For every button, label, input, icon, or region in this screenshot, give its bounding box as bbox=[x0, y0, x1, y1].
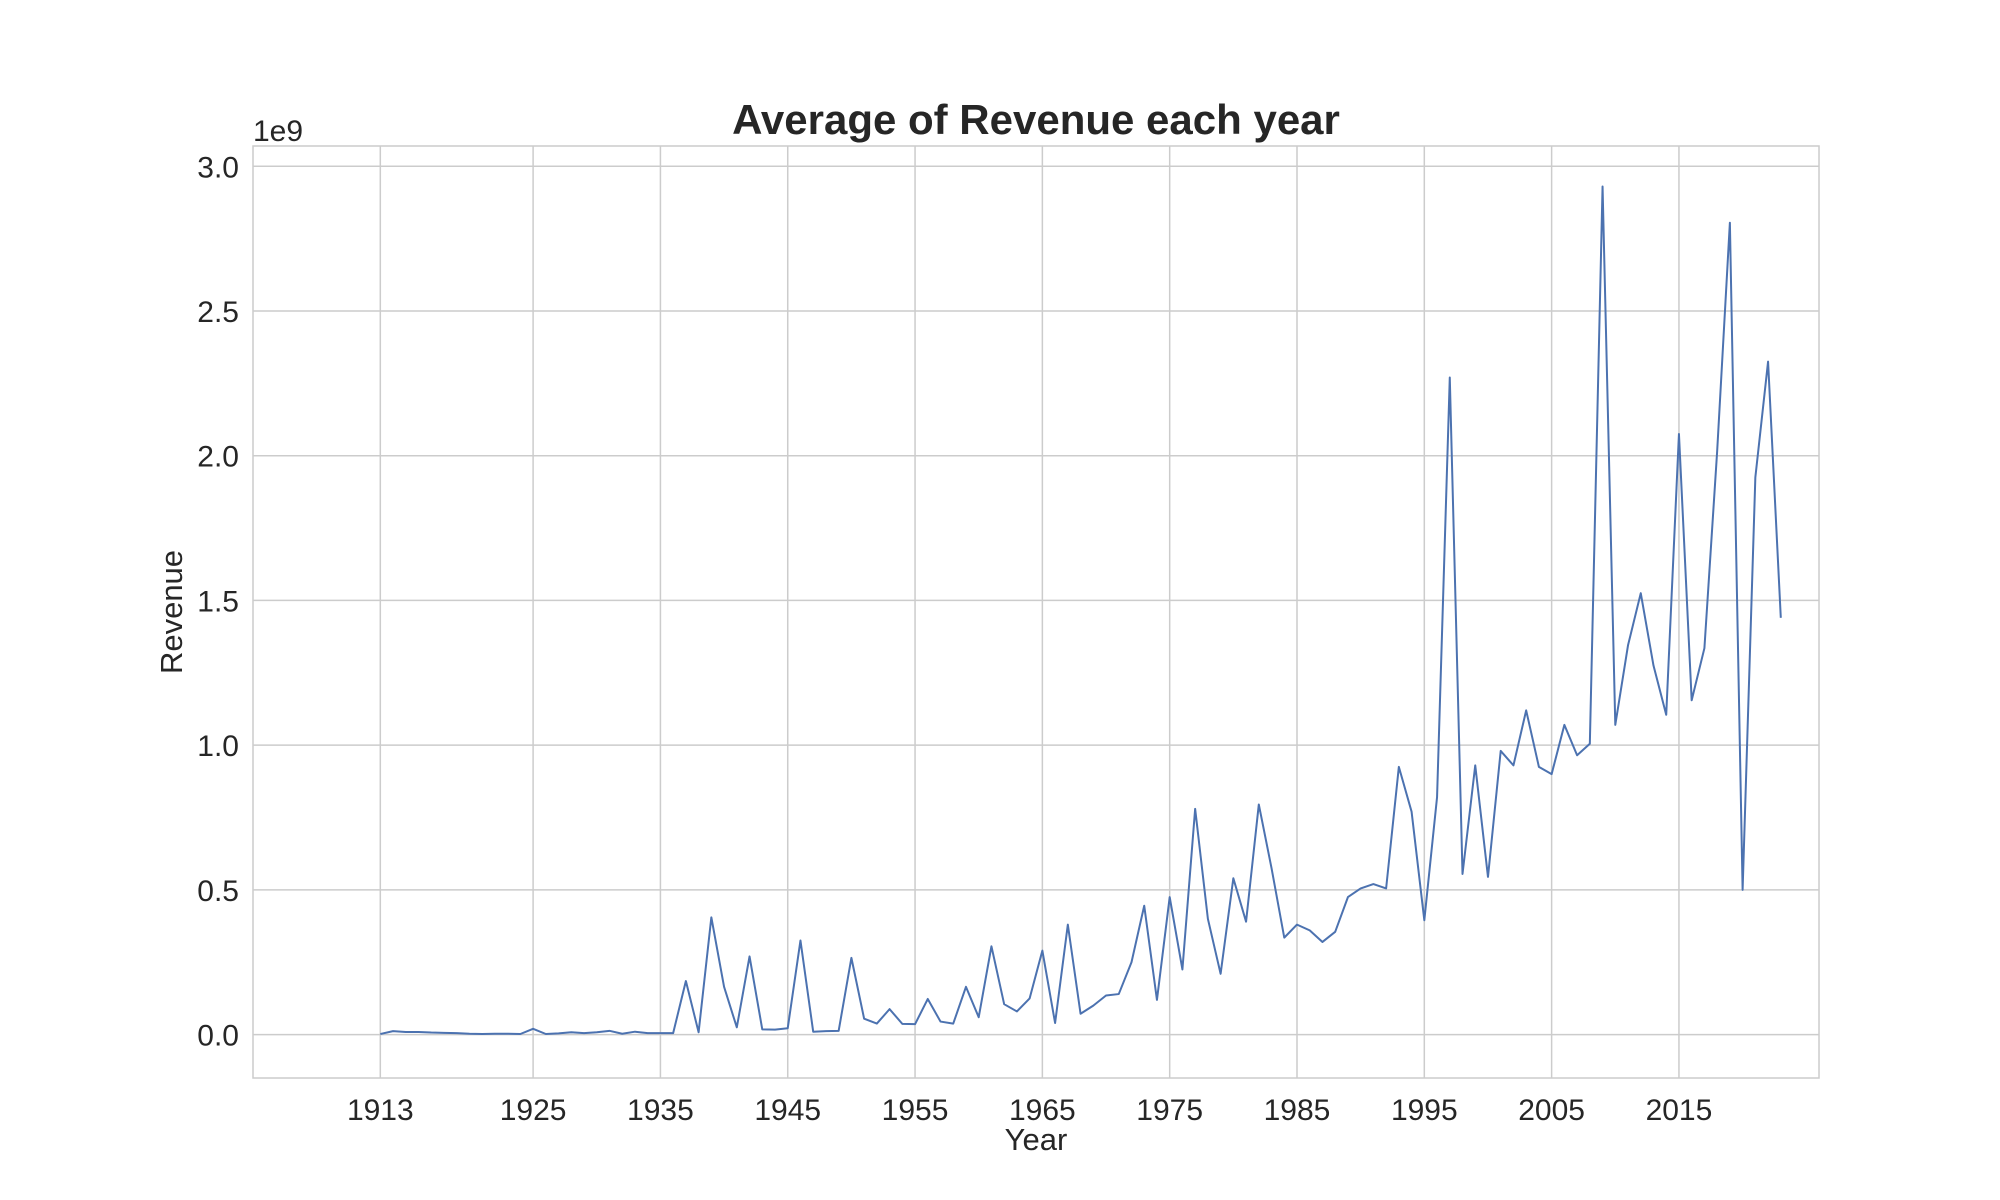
x-tick-label: 1925 bbox=[500, 1094, 567, 1127]
x-tick-label: 1975 bbox=[1136, 1094, 1203, 1127]
x-tick-label: 1955 bbox=[882, 1094, 949, 1127]
y-tick-labels: 0.0 0.5 1.0 1.5 2.0 2.5 3.0 bbox=[197, 151, 239, 1052]
x-tick-label: 1965 bbox=[1009, 1094, 1076, 1127]
x-axis-label: Year bbox=[1005, 1122, 1068, 1157]
x-tick-label: 1985 bbox=[1264, 1094, 1331, 1127]
y-axis-label: Revenue bbox=[154, 550, 189, 674]
x-tick-label: 1913 bbox=[347, 1094, 414, 1127]
plot-area-frame bbox=[252, 145, 1820, 1079]
x-tick-label: 1995 bbox=[1391, 1094, 1458, 1127]
y-tick-label: 2.0 bbox=[197, 441, 239, 474]
y-tick-label: 3.0 bbox=[197, 151, 239, 184]
x-tick-label: 2005 bbox=[1518, 1094, 1585, 1127]
y-tick-label: 2.5 bbox=[197, 296, 239, 329]
series-line bbox=[380, 185, 1782, 1035]
y-tick-label: 0.5 bbox=[197, 875, 239, 908]
x-tick-label: 1945 bbox=[754, 1094, 821, 1127]
chart-title: Average of Revenue each year bbox=[732, 96, 1340, 143]
y-axis-offset-label: 1e9 bbox=[253, 115, 303, 148]
x-tick-label: 1935 bbox=[627, 1094, 694, 1127]
y-tick-label: 1.0 bbox=[197, 730, 239, 763]
x-tick-label: 2015 bbox=[1646, 1094, 1713, 1127]
series-layer bbox=[380, 185, 1782, 1035]
y-tick-label: 0.0 bbox=[197, 1020, 239, 1053]
grid-lines bbox=[253, 146, 1819, 1078]
x-tick-labels: 1913 1925 1935 1945 1955 1965 1975 1985 1995 2005… bbox=[347, 1094, 1712, 1127]
y-tick-label: 1.5 bbox=[197, 585, 239, 618]
